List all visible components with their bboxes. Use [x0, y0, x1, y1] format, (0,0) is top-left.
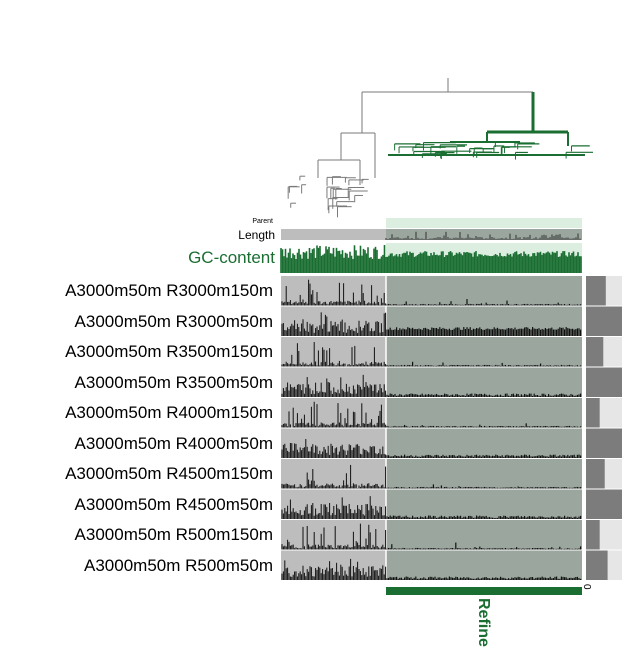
row-bar [586, 489, 622, 519]
gc-content-label: GC-content [188, 248, 275, 267]
row-panel-unselected [281, 337, 386, 367]
row-panel-selected [386, 276, 582, 306]
refine-bar [386, 587, 582, 595]
row-bar [586, 337, 604, 367]
row-panel-unselected [281, 276, 386, 306]
row-panel-unselected [281, 459, 386, 489]
row-panel-unselected [281, 398, 386, 428]
row-bar [586, 520, 600, 550]
refine-label: Refine [475, 598, 492, 647]
row-bar [586, 398, 600, 428]
row-label: A3000m50m R4500m50m [74, 494, 273, 514]
row-panel-selected [386, 550, 582, 580]
row-bar [586, 306, 622, 336]
row-label: A3000m50m R3500m150m [65, 342, 273, 361]
row-label: A3000m50m R4000m50m [74, 433, 273, 453]
row-panel-selected [386, 520, 582, 550]
row-panel-selected [386, 428, 582, 458]
row-label: A3000m50m R3500m50m [74, 372, 273, 392]
row-panel-selected [386, 459, 582, 489]
row-panel-selected [386, 398, 582, 428]
row-bar [586, 428, 622, 458]
row-bar [586, 276, 606, 306]
parent-strip-selected [386, 218, 582, 228]
row-bar [586, 550, 608, 580]
length-strip-selected [386, 229, 582, 240]
length-strip-unselected [281, 229, 386, 240]
row-label: A3000m50m R4500m150m [65, 464, 273, 483]
row-panel-selected [386, 367, 582, 397]
scale-tick-label: 0 [581, 584, 592, 590]
row-label: A3000m50m R500m50m [84, 555, 273, 575]
row-label: A3000m50m R4000m150m [65, 403, 273, 422]
row-label: A3000m50m R3000m50m [74, 311, 273, 331]
row-panel-selected [386, 489, 582, 519]
row-label: A3000m50m R3000m150m [65, 281, 273, 300]
row-panel-selected [386, 337, 582, 367]
row-bar [586, 367, 622, 397]
row-label: A3000m50m R500m150m [74, 525, 273, 544]
length-label: Length [238, 228, 275, 242]
row-bar [586, 459, 605, 489]
parent-label: Parent [252, 218, 273, 225]
